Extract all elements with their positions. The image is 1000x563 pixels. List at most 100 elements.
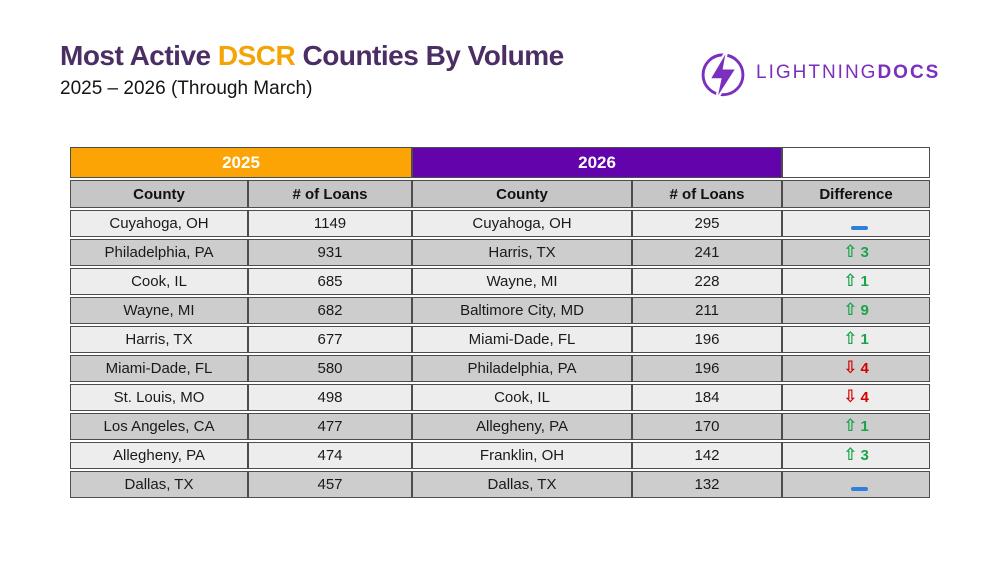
title-accent-dscr: DSCR <box>217 40 296 71</box>
page-title: Most Active DSCR Counties By Volume <box>60 40 564 72</box>
difference-cell: ⇧ 1 <box>782 326 931 353</box>
difference-cell: ⇩ 4 <box>782 355 931 382</box>
col-header-loans-2025: # of Loans <box>248 180 413 208</box>
loans-2026-cell: 142 <box>632 442 783 469</box>
col-header-difference: Difference <box>782 180 931 208</box>
county-2025-cell: Los Angeles, CA <box>70 413 248 440</box>
difference-cell <box>782 471 931 498</box>
difference-indicator: ⇧ 3 <box>843 242 869 262</box>
county-2026-cell: Franklin, OH <box>412 442 633 469</box>
county-2025-cell: Dallas, TX <box>70 471 248 498</box>
header: Most Active DSCR Counties By Volume 2025… <box>60 40 564 100</box>
arrow-icon: ⇧ <box>843 329 858 349</box>
county-2026-cell: Allegheny, PA <box>412 413 633 440</box>
county-2026-cell: Philadelphia, PA <box>412 355 633 382</box>
difference-indicator: ⇧ 3 <box>843 445 869 465</box>
table-row: St. Louis, MO 498 Cook, IL 184 ⇩ 4 <box>70 384 931 411</box>
arrow-icon: ⇧ <box>843 271 858 291</box>
difference-cell: ⇧ 9 <box>782 297 931 324</box>
county-2026-cell: Harris, TX <box>412 239 633 266</box>
arrow-icon: ⇧ <box>843 416 858 436</box>
county-2025-cell: Cuyahoga, OH <box>70 210 248 237</box>
table-row: Los Angeles, CA 477 Allegheny, PA 170 ⇧ 1 <box>70 413 931 440</box>
title-part1: Most Active <box>60 40 218 71</box>
difference-cell: ⇧ 3 <box>782 442 931 469</box>
loans-2025-cell: 457 <box>248 471 413 498</box>
col-header-loans-2026: # of Loans <box>632 180 783 208</box>
county-2025-cell: Miami-Dade, FL <box>70 355 248 382</box>
table-row: Cuyahoga, OH 1149 Cuyahoga, OH 295 <box>70 210 931 237</box>
county-2026-cell: Cook, IL <box>412 384 633 411</box>
year-2025-header: 2025 <box>70 147 413 178</box>
loans-2025-cell: 1149 <box>248 210 413 237</box>
loans-2025-cell: 580 <box>248 355 413 382</box>
col-header-county-2026: County <box>412 180 633 208</box>
table-row: Cook, IL 685 Wayne, MI 228 ⇧ 1 <box>70 268 931 295</box>
county-2026-cell: Dallas, TX <box>412 471 633 498</box>
table-row: Miami-Dade, FL 580 Philadelphia, PA 196 … <box>70 355 931 382</box>
difference-indicator: ⇧ 1 <box>843 416 869 436</box>
flat-dash-icon <box>850 226 868 230</box>
difference-indicator <box>845 226 868 230</box>
county-2025-cell: Wayne, MI <box>70 297 248 324</box>
difference-cell: ⇧ 1 <box>782 413 931 440</box>
loans-2025-cell: 931 <box>248 239 413 266</box>
difference-indicator: ⇩ 4 <box>843 387 869 407</box>
arrow-icon: ⇧ <box>843 445 858 465</box>
difference-indicator: ⇧ 9 <box>843 300 869 320</box>
difference-cell <box>782 210 931 237</box>
loans-2026-cell: 132 <box>632 471 783 498</box>
county-2025-cell: Harris, TX <box>70 326 248 353</box>
county-2026-cell: Wayne, MI <box>412 268 633 295</box>
county-2026-cell: Baltimore City, MD <box>412 297 633 324</box>
table-row: Harris, TX 677 Miami-Dade, FL 196 ⇧ 1 <box>70 326 931 353</box>
table-row: Wayne, MI 682 Baltimore City, MD 211 ⇧ 9 <box>70 297 931 324</box>
loans-2025-cell: 474 <box>248 442 413 469</box>
table-row: Allegheny, PA 474 Franklin, OH 142 ⇧ 3 <box>70 442 931 469</box>
loans-2026-cell: 196 <box>632 355 783 382</box>
loans-2026-cell: 228 <box>632 268 783 295</box>
loans-2026-cell: 196 <box>632 326 783 353</box>
flat-dash-icon <box>850 487 868 491</box>
loans-2026-cell: 211 <box>632 297 783 324</box>
county-2026-cell: Cuyahoga, OH <box>412 210 633 237</box>
loans-2025-cell: 685 <box>248 268 413 295</box>
col-header-county-2025: County <box>70 180 248 208</box>
year-header-spacer <box>782 147 931 178</box>
arrow-icon: ⇩ <box>843 358 858 378</box>
column-header-row: County # of Loans County # of Loans Diff… <box>70 180 931 208</box>
county-2025-cell: Allegheny, PA <box>70 442 248 469</box>
difference-indicator: ⇧ 1 <box>843 329 869 349</box>
loans-2026-cell: 295 <box>632 210 783 237</box>
logo-lightning: LIGHTNING <box>756 62 878 83</box>
arrow-icon: ⇩ <box>843 387 858 407</box>
county-2025-cell: Cook, IL <box>70 268 248 295</box>
county-2026-cell: Miami-Dade, FL <box>412 326 633 353</box>
year-header-row: 2025 2026 <box>70 147 931 178</box>
arrow-icon: ⇧ <box>843 242 858 262</box>
difference-indicator <box>845 487 868 491</box>
loans-2026-cell: 184 <box>632 384 783 411</box>
difference-indicator: ⇩ 4 <box>843 358 869 378</box>
lightning-bolt-icon <box>701 47 745 102</box>
logo-wordmark: LIGHTNINGDOCS <box>756 62 940 84</box>
county-2025-cell: St. Louis, MO <box>70 384 248 411</box>
loans-2026-cell: 170 <box>632 413 783 440</box>
loans-2026-cell: 241 <box>632 239 783 266</box>
county-volume-table: 2025 2026 County # of Loans County # of … <box>70 145 931 500</box>
difference-cell: ⇩ 4 <box>782 384 931 411</box>
lightningdocs-logo: LIGHTNINGDOCS <box>694 44 940 102</box>
table-row: Dallas, TX 457 Dallas, TX 132 <box>70 471 931 498</box>
difference-cell: ⇧ 3 <box>782 239 931 266</box>
arrow-icon: ⇧ <box>843 300 858 320</box>
loans-2025-cell: 498 <box>248 384 413 411</box>
county-2025-cell: Philadelphia, PA <box>70 239 248 266</box>
logo-docs: DOCS <box>877 62 941 83</box>
difference-indicator: ⇧ 1 <box>843 271 869 291</box>
table-row: Philadelphia, PA 931 Harris, TX 241 ⇧ 3 <box>70 239 931 266</box>
page-subtitle: 2025 – 2026 (Through March) <box>60 78 313 99</box>
difference-cell: ⇧ 1 <box>782 268 931 295</box>
loans-2025-cell: 682 <box>248 297 413 324</box>
year-2026-header: 2026 <box>412 147 783 178</box>
